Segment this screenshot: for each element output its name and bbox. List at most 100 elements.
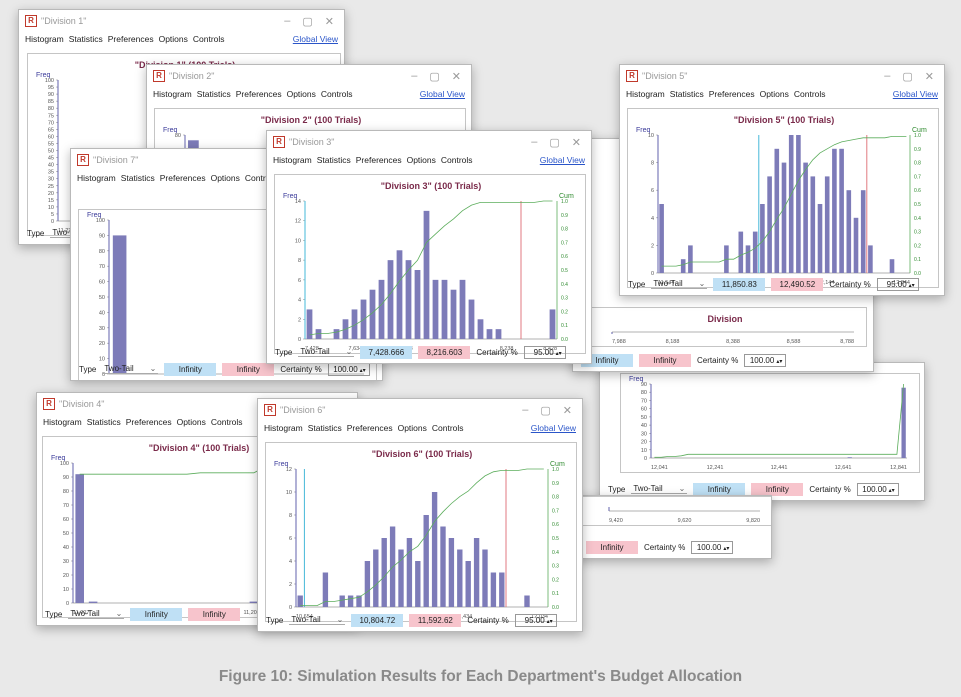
type-select[interactable]: Two-Tail [289,615,346,625]
menu-options[interactable]: Options [210,173,240,183]
menu-options[interactable]: Options [406,155,436,165]
upper-bound-field[interactable]: Infinity [751,482,804,496]
y-tick-label: 12 [286,467,292,473]
lower-bound-field[interactable]: Infinity [164,362,217,376]
certainty-spinner[interactable]: 95.00 [876,277,919,291]
menu-preferences[interactable]: Preferences [346,423,393,433]
lower-bound-field[interactable]: 11,850.83 [713,277,766,291]
certainty-spinner[interactable]: 100.00 [744,353,787,367]
simulation-window-w10[interactable]: 9,420 9,620 9,820 Infinity Certainty % 100.00 [577,495,772,559]
type-select[interactable]: Two-Tail [651,279,708,289]
menu-options[interactable]: Options [397,423,427,433]
upper-bound-field[interactable]: 8,216.603 [418,345,471,359]
lower-bound-field[interactable]: Infinity [693,482,746,496]
minimize-icon[interactable]: – [411,69,418,82]
title-bar[interactable]: R "Division 1" – ▢ ✕ [19,10,344,32]
minimize-icon[interactable]: – [531,135,538,148]
upper-bound-field[interactable]: Infinity [188,607,241,621]
maximize-icon[interactable]: ▢ [540,404,551,417]
menu-histogram[interactable]: Histogram [626,89,665,99]
type-select[interactable]: Two-Tail [298,347,355,357]
close-icon[interactable]: ✕ [571,136,581,149]
menu-histogram[interactable]: Histogram [153,89,192,99]
menu-preferences[interactable]: Preferences [107,34,154,44]
lower-bound-field[interactable]: 7,428.666 [360,345,413,359]
upper-bound-field[interactable]: Infinity [222,362,275,376]
menu-controls[interactable]: Controls [210,417,243,427]
certainty-spinner[interactable]: 95.00 [514,613,557,627]
y-tick-label: 65 [48,127,54,133]
type-select[interactable]: Two-Tail [631,484,688,494]
lower-bound-field[interactable]: Infinity [581,353,633,367]
simulation-window-w8[interactable]: Freq 90 80 70 60 50 40 30 20 10 0 12,041 12,241 12,44… [599,362,925,501]
global-view-link[interactable]: Global View [419,89,465,99]
minimize-icon[interactable]: – [284,14,291,27]
maximize-icon[interactable]: ▢ [302,15,313,28]
menu-statistics[interactable]: Statistics [196,89,231,99]
menu-histogram[interactable]: Histogram [273,155,312,165]
menu-preferences[interactable]: Preferences [159,173,206,183]
certainty-spinner[interactable]: 100.00 [327,362,370,376]
menu-options[interactable]: Options [286,89,316,99]
menu-statistics[interactable]: Statistics [68,34,103,44]
lower-bound-field[interactable]: Infinity [130,607,183,621]
title-bar[interactable]: R "Division 3" – ▢ ✕ [267,131,591,153]
menu-controls[interactable]: Controls [192,34,225,44]
simulation-window-w5[interactable]: R "Division 5" – ▢ ✕ Histogram Statistics Prefe… [619,64,945,296]
type-select[interactable]: Two-Tail [102,364,159,374]
upper-bound-field[interactable]: 11,592.62 [409,613,462,627]
menu-statistics[interactable]: Statistics [307,423,342,433]
menu-controls[interactable]: Controls [440,155,473,165]
menu-controls[interactable]: Controls [793,89,826,99]
menu-statistics[interactable]: Statistics [86,417,121,427]
global-view-link[interactable]: Global View [539,155,585,165]
upper-bound-field[interactable]: Infinity [639,353,691,367]
menu-controls[interactable]: Controls [320,89,353,99]
menu-preferences[interactable]: Preferences [708,89,755,99]
menu-preferences[interactable]: Preferences [355,155,402,165]
close-icon[interactable]: ✕ [562,404,572,417]
simulation-window-w6[interactable]: R "Division 6" – ▢ ✕ Histogram Statistics Prefe… [257,398,583,632]
title-bar[interactable]: R "Division 2" – ▢ ✕ [147,65,471,87]
histogram-bar [889,259,895,273]
maximize-icon[interactable]: ▢ [429,70,440,83]
close-icon[interactable]: ✕ [324,15,334,28]
menu-preferences[interactable]: Preferences [125,417,172,427]
menu-options[interactable]: Options [158,34,188,44]
close-icon[interactable]: ✕ [924,70,934,83]
certainty-spinner[interactable]: 100.00 [691,540,734,554]
lower-bound-field[interactable]: 10,804.72 [351,613,404,627]
title-bar[interactable]: R "Division 5" – ▢ ✕ [620,65,944,87]
menu-options[interactable]: Options [176,417,206,427]
upper-bound-field[interactable]: 12,490.52 [771,277,824,291]
menu-controls[interactable]: Controls [431,423,464,433]
menu-statistics[interactable]: Statistics [316,155,351,165]
upper-bound-field[interactable]: Infinity [586,540,638,554]
global-view-link[interactable]: Global View [892,89,938,99]
chart-heading: "Division 5" (100 Trials) [734,115,835,125]
close-icon[interactable]: ✕ [451,70,461,83]
certainty-spinner[interactable]: 95.00 [523,345,566,359]
controls-footer: Type Two-Tail Infinity Infinity Certainty % 1… [600,478,924,500]
title-bar[interactable]: R "Division 6" – ▢ ✕ [258,399,582,421]
menu-histogram[interactable]: Histogram [25,34,64,44]
menu-statistics[interactable]: Statistics [669,89,704,99]
menu-histogram[interactable]: Histogram [77,173,116,183]
minimize-icon[interactable]: – [522,403,529,416]
menu-controls[interactable]: Controls [244,173,277,183]
menu-histogram[interactable]: Histogram [264,423,303,433]
menu-options[interactable]: Options [759,89,789,99]
minimize-icon[interactable]: – [884,69,891,82]
global-view-link[interactable]: Global View [292,34,338,44]
global-view-link[interactable]: Global View [530,423,576,433]
menu-preferences[interactable]: Preferences [235,89,282,99]
menu-histogram[interactable]: Histogram [43,417,82,427]
menu-statistics[interactable]: Statistics [120,173,155,183]
simulation-window-w3[interactable]: R "Division 3" – ▢ ✕ Histogram Statistics Prefe… [266,130,592,364]
type-select[interactable]: Two-Tail [68,609,125,619]
certainty-spinner[interactable]: 100.00 [856,482,899,496]
histogram-bar [847,457,852,458]
maximize-icon[interactable]: ▢ [902,70,913,83]
maximize-icon[interactable]: ▢ [549,136,560,149]
y-tick-label: 20 [99,341,105,347]
